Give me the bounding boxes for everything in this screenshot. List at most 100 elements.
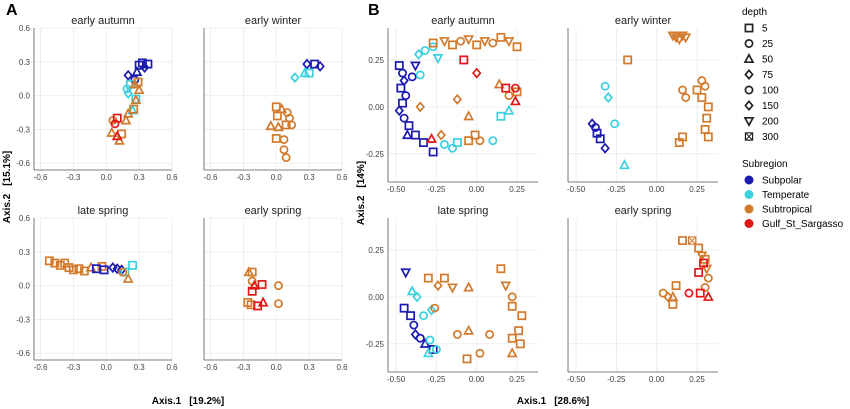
legend-depth-label: 200 xyxy=(762,117,779,128)
legend-subregion-swatch xyxy=(744,175,754,185)
facet-title: late spring xyxy=(438,205,489,217)
data-point xyxy=(668,299,678,309)
data-point xyxy=(694,268,704,277)
x-tick-label: 0.3 xyxy=(304,363,316,372)
data-point xyxy=(456,36,466,46)
data-point xyxy=(401,91,411,101)
data-point xyxy=(462,354,472,364)
data-point xyxy=(496,32,506,42)
data-point xyxy=(687,236,697,245)
legend-subregion-swatch xyxy=(744,204,754,214)
data-point xyxy=(463,110,475,121)
data-point xyxy=(504,91,514,101)
data-point xyxy=(436,129,446,141)
data-point xyxy=(129,78,141,89)
data-point xyxy=(426,304,437,316)
legend: depth 5 25 50 75 100 150 200 300 Subregion Subp… xyxy=(742,7,844,230)
data-point xyxy=(463,281,475,292)
legend-depth-marker xyxy=(743,53,755,64)
data-point xyxy=(399,303,409,313)
data-point xyxy=(663,291,673,303)
data-point xyxy=(399,113,409,123)
x-tick-label: -0.3 xyxy=(67,363,81,372)
data-point xyxy=(472,40,482,50)
data-point xyxy=(273,121,284,132)
x-tick-label: 0.25 xyxy=(689,185,705,194)
data-point xyxy=(452,93,463,105)
data-point xyxy=(507,333,517,343)
data-point xyxy=(44,256,54,266)
x-tick-label: 0.0 xyxy=(101,363,113,372)
legend-depth-item: 25 xyxy=(744,39,774,50)
data-point xyxy=(432,53,444,65)
data-point xyxy=(506,347,518,358)
data-point xyxy=(475,348,485,358)
chart-panel-b: early autumn -0.25 0.00 0.25 -0.50 -0.25 0.00 0… xyxy=(356,15,718,407)
data-point xyxy=(404,121,414,131)
data-point xyxy=(493,78,505,89)
y-tick-label: -0.3 xyxy=(16,125,30,134)
data-point xyxy=(514,326,524,336)
legend-depth-label: 50 xyxy=(762,55,774,66)
x-tick-label: -0.50 xyxy=(387,375,406,384)
data-point xyxy=(274,299,283,309)
data-point xyxy=(496,264,506,274)
y-tick-label: 0.0 xyxy=(19,282,31,291)
data-point xyxy=(452,329,462,339)
legend-subregion-item: Subtropical xyxy=(744,204,812,216)
data-point xyxy=(419,138,428,148)
data-point xyxy=(488,136,498,146)
data-point xyxy=(415,70,425,80)
data-point xyxy=(423,273,433,283)
data-point xyxy=(396,83,406,93)
data-point xyxy=(464,136,474,146)
data-point xyxy=(287,120,297,130)
data-point xyxy=(111,130,123,141)
legend-depth-item: 100 xyxy=(744,86,779,97)
data-point xyxy=(412,291,422,303)
facet-early-spring: early spring -0.50 -0.25 0.00 0.25 xyxy=(567,205,718,384)
legend-subregion-label: Gulf_St_Sargasso xyxy=(762,219,844,230)
data-point xyxy=(407,72,417,82)
data-point xyxy=(410,130,420,140)
legend-depth-marker xyxy=(744,132,754,141)
data-point xyxy=(681,93,691,102)
legend-depth-marker xyxy=(744,99,754,112)
data-point xyxy=(281,120,291,130)
legend-subregion-items: Subpolar Temperate Subtropical Gulf_St_Sarg… xyxy=(744,175,844,230)
data-point xyxy=(265,120,277,131)
panel-label-a: A xyxy=(6,2,18,19)
x-tick-label: -0.6 xyxy=(34,173,48,182)
data-point xyxy=(247,286,257,296)
data-point xyxy=(703,132,713,142)
y-tick-label: 0.00 xyxy=(368,293,384,302)
data-point xyxy=(500,281,512,292)
x-tick-label: 0.00 xyxy=(469,185,485,194)
data-point xyxy=(243,266,255,277)
legend-depth-item: 50 xyxy=(743,53,774,66)
data-point xyxy=(702,290,714,301)
y-tick-label: 0.00 xyxy=(368,103,384,112)
x-tick-label: 0.0 xyxy=(271,363,283,372)
data-point xyxy=(448,40,457,50)
legend-depth-label: 75 xyxy=(762,70,774,81)
data-point xyxy=(428,147,438,157)
y-tick-label: 0.6 xyxy=(19,24,31,33)
data-point xyxy=(302,58,312,70)
panel-label-b: B xyxy=(368,2,380,19)
data-point xyxy=(420,46,430,55)
legend-depth-label: 5 xyxy=(762,24,768,35)
data-point xyxy=(257,296,269,307)
data-point xyxy=(99,265,109,275)
data-point xyxy=(410,328,421,340)
x-tick-label: 0.3 xyxy=(134,173,146,182)
y-tick-label: -0.6 xyxy=(16,349,30,358)
facet-title: early winter xyxy=(245,15,302,27)
legend-depth-label: 150 xyxy=(762,101,779,112)
x-tick-label: -0.6 xyxy=(204,173,218,182)
data-point xyxy=(133,77,143,87)
facet-late-spring: late spring -0.6 -0.3 0.0 0.3 0.6 -0.6 -0.3 0.0 0… xyxy=(16,205,178,372)
legend-depth-item: 5 xyxy=(744,24,768,35)
data-point xyxy=(426,132,437,143)
